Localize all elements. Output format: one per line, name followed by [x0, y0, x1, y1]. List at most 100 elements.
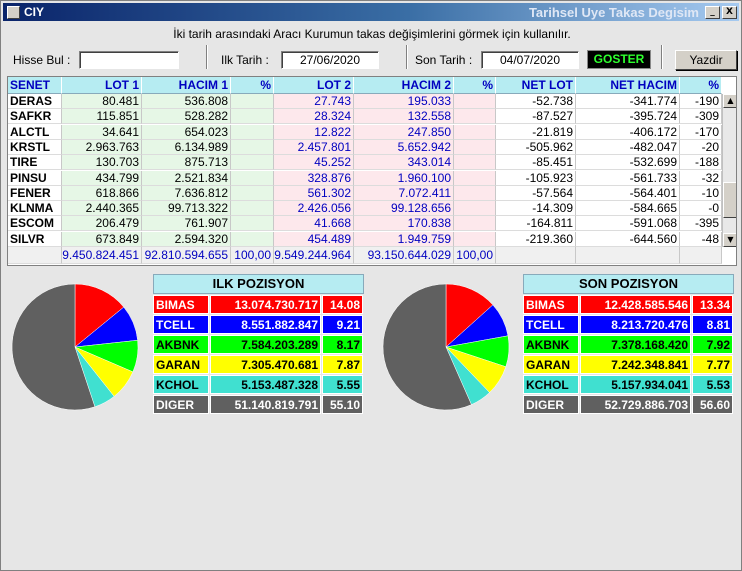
pozisyon-value: 52.729.886.703: [580, 395, 691, 414]
cell-net-pct: -309: [680, 109, 722, 125]
total-cell: [8, 247, 62, 264]
cell-hacim1: 654.023: [142, 124, 231, 140]
table-row[interactable]: KLNMA 2.440.365 99.713.322 2.426.056 99.128.…: [8, 201, 736, 217]
cell-senet: SILVR: [8, 231, 62, 247]
cell-pct1: [231, 170, 274, 186]
header-pct1[interactable]: %: [231, 77, 274, 94]
ilk-pozisyon-row: GARAN 7.305.470.681 7.87: [153, 355, 364, 374]
cell-hacim1: 7.636.812: [142, 185, 231, 201]
header-net-hacim[interactable]: NET HACIM: [576, 77, 680, 94]
cell-net-pct: -20: [680, 139, 722, 155]
pie-slice-diger: [11, 283, 96, 411]
cell-net-lot: -52.738: [496, 94, 576, 109]
header-hacim1[interactable]: HACIM 1: [142, 77, 231, 94]
vertical-scrollbar[interactable]: ▲ ▼: [722, 94, 736, 247]
cell-pct1: [231, 109, 274, 125]
table-row[interactable]: PINSU 434.799 2.521.834 328.876 1.960.100 -10…: [8, 170, 736, 186]
table-row[interactable]: ALCTL 34.641 654.023 12.822 247.850 -21.819 -4…: [8, 124, 736, 140]
pozisyon-pct: 7.77: [692, 355, 733, 374]
yazdir-button[interactable]: Yazdir: [675, 50, 737, 70]
cell-pct2: [454, 170, 496, 186]
pozisyon-name: TCELL: [153, 315, 209, 334]
window-title: CIY: [24, 5, 45, 19]
separator: [661, 45, 663, 69]
pozisyon-value: 7.242.348.841: [580, 355, 691, 374]
cell-lot2: 2.426.056: [274, 201, 354, 217]
app-icon[interactable]: [7, 5, 20, 19]
header-hacim2[interactable]: HACIM 2: [354, 77, 454, 94]
info-text: İki tarih arasındaki Aracı Kurumun takas…: [173, 27, 571, 41]
header-senet[interactable]: SENET: [8, 77, 62, 94]
table-row[interactable]: KRSTL 2.963.763 6.134.989 2.457.801 5.652.94…: [8, 139, 736, 155]
cell-hacim2: 170.838: [354, 216, 454, 232]
header-lot1[interactable]: LOT 1: [62, 77, 142, 94]
ilk-tarih-input[interactable]: 27/06/2020: [281, 51, 379, 69]
header-net-lot[interactable]: NET LOT: [496, 77, 576, 94]
ilk-pozisyon-row: TCELL 8.551.882.847 9.21: [153, 315, 364, 334]
goster-button[interactable]: GOSTER: [587, 50, 651, 69]
cell-hacim1: 528.282: [142, 109, 231, 125]
total-hacim2: 93.150.644.029: [354, 247, 454, 264]
cell-pct1: [231, 231, 274, 247]
cell-lot2: 45.252: [274, 155, 354, 171]
title-bar[interactable]: CIY Tarihsel Uye Takas Degisim _ X: [3, 3, 739, 21]
minimize-button[interactable]: _: [705, 6, 720, 19]
header-pct2[interactable]: %: [454, 77, 496, 94]
total-lot1: 9.450.824.451: [62, 247, 142, 264]
pozisyon-name: AKBNK: [523, 335, 579, 354]
cell-pct2: [454, 94, 496, 109]
header-lot2[interactable]: LOT 2: [274, 77, 354, 94]
ilk-pozisyon-row: AKBNK 7.584.203.289 8.17: [153, 335, 364, 354]
hisse-search-input[interactable]: [79, 51, 179, 69]
cell-lot1: 206.479: [62, 216, 142, 232]
cell-lot2: 41.668: [274, 216, 354, 232]
cell-lot1: 2.963.763: [62, 139, 142, 155]
cell-pct2: [454, 201, 496, 217]
header-net-pct[interactable]: %: [680, 77, 722, 94]
pozisyon-pct: 9.21: [322, 315, 363, 334]
cell-lot2: 28.324: [274, 109, 354, 125]
table-row[interactable]: FENER 618.866 7.636.812 561.302 7.072.411 -57…: [8, 185, 736, 201]
cell-net-pct: -170: [680, 124, 722, 140]
cell-lot1: 2.440.365: [62, 201, 142, 217]
pozisyon-value: 13.074.730.717: [210, 295, 321, 314]
cell-senet: KLNMA: [8, 201, 62, 217]
cell-senet: TIRE: [8, 155, 62, 171]
table-row[interactable]: SILVR 673.849 2.594.320 454.489 1.949.759 -21…: [8, 231, 736, 247]
cell-lot1: 115.851: [62, 109, 142, 125]
scroll-down-icon[interactable]: ▼: [723, 233, 736, 247]
cell-lot1: 34.641: [62, 124, 142, 140]
son-pozisyon-row: TCELL 8.213.720.476 8.81: [523, 315, 734, 334]
cell-net-hacim: -584.665: [576, 201, 680, 217]
scroll-up-icon[interactable]: ▲: [723, 94, 736, 108]
table-row[interactable]: TIRE 130.703 875.713 45.252 343.014 -85.451 -5…: [8, 155, 736, 171]
cell-net-lot: -505.962: [496, 139, 576, 155]
pozisyon-name: KCHOL: [153, 375, 209, 394]
son-tarih-input[interactable]: 04/07/2020: [481, 51, 579, 69]
cell-net-pct: -395: [680, 216, 722, 232]
cell-hacim2: 132.558: [354, 109, 454, 125]
son-pozisyon-row: DIGER 52.729.886.703 56.60: [523, 395, 734, 414]
table-row[interactable]: DERAS 80.481 536.808 27.743 195.033 -52.738 -3…: [8, 94, 736, 109]
cell-net-hacim: -395.724: [576, 109, 680, 125]
scroll-thumb[interactable]: [723, 182, 736, 218]
cell-lot1: 130.703: [62, 155, 142, 171]
data-grid[interactable]: SENET LOT 1 HACIM 1 % LOT 2 HACIM 2 % NE…: [7, 76, 737, 266]
pozisyon-pct: 8.81: [692, 315, 733, 334]
cell-pct2: [454, 139, 496, 155]
table-row[interactable]: ESCOM 206.479 761.907 41.668 170.838 -164.811…: [8, 216, 736, 232]
cell-hacim2: 99.128.656: [354, 201, 454, 217]
cell-hacim1: 2.594.320: [142, 231, 231, 247]
cell-senet: SAFKR: [8, 109, 62, 125]
pie-slice-bimas: [74, 283, 125, 348]
cell-net-hacim: -482.047: [576, 139, 680, 155]
cell-pct1: [231, 201, 274, 217]
close-button[interactable]: X: [722, 6, 737, 19]
cell-pct1: [231, 94, 274, 109]
pozisyon-pct: 55.10: [322, 395, 363, 414]
cell-pct1: [231, 216, 274, 232]
son-tarih-label: Son Tarih :: [415, 53, 473, 67]
cell-pct2: [454, 155, 496, 171]
cell-hacim1: 761.907: [142, 216, 231, 232]
table-row[interactable]: SAFKR 115.851 528.282 28.324 132.558 -87.527-…: [8, 109, 736, 125]
